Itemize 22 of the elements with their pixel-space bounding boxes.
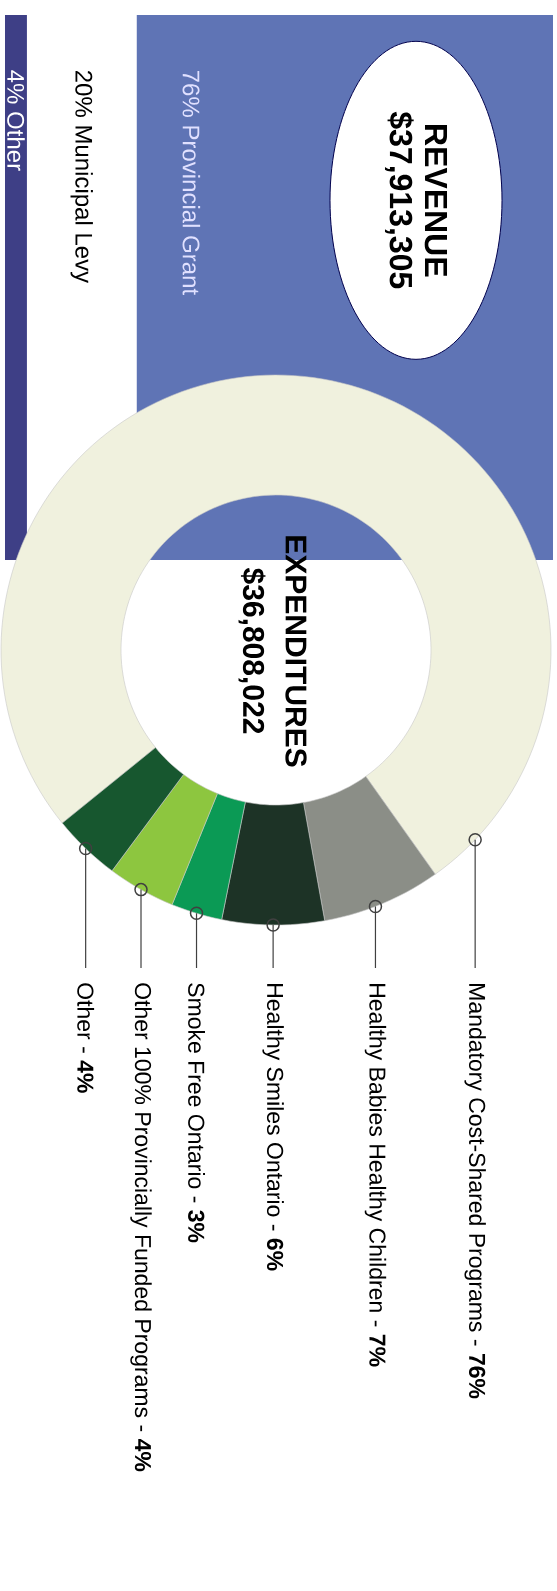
data-label: - 76% — [468, 1339, 486, 1399]
text: $36,808,022 — [238, 568, 266, 734]
data-label: - 7% — [369, 1320, 386, 1367]
slice-label: Healthy Babies Healthy Children — [364, 984, 387, 1312]
text: EXPENDITURES — [285, 536, 307, 767]
slice-label: Smoke Free Ontario — [188, 983, 205, 1189]
data-label: - 4% — [134, 1425, 152, 1472]
series-label: Municipal Levy — [70, 126, 93, 284]
slice-label: Other 100% Provincially Funded Programs — [130, 983, 152, 1418]
data-label: 76% — [182, 70, 200, 117]
data-label: - 6% — [266, 1224, 284, 1271]
series-label: Other — [7, 112, 25, 171]
data-label: 4% — [7, 70, 25, 104]
slice-label: Healthy Smiles Ontario — [262, 984, 284, 1217]
data-label: - 4% — [77, 1047, 94, 1093]
text: REVENUE — [424, 125, 448, 277]
slice-label: Mandatory Cost-Shared Programs — [464, 984, 486, 1332]
data-label: - 3% — [188, 1196, 205, 1243]
series-label: Provincial Grant — [182, 126, 201, 295]
data-label: 20% — [75, 70, 93, 117]
text: $37,913,305 — [384, 111, 414, 289]
slice-label: Other — [77, 983, 95, 1040]
